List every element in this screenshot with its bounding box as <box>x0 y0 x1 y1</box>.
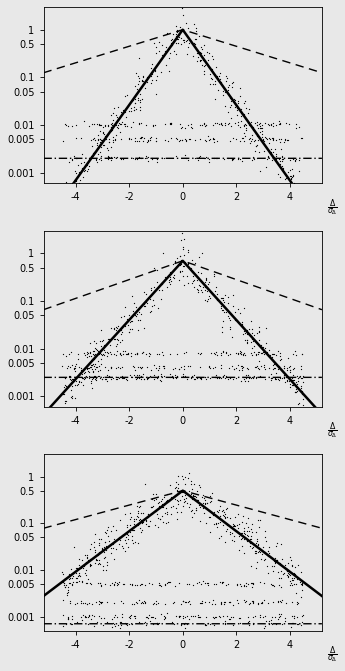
Text: $\frac{\Delta}{\sigma_{\Delta}}$: $\frac{\Delta}{\sigma_{\Delta}}$ <box>327 421 338 442</box>
Text: $\frac{\Delta}{\sigma_{\Delta}}$: $\frac{\Delta}{\sigma_{\Delta}}$ <box>327 197 338 219</box>
Text: $\frac{\Delta}{\sigma_{\Delta}}$: $\frac{\Delta}{\sigma_{\Delta}}$ <box>327 645 338 666</box>
